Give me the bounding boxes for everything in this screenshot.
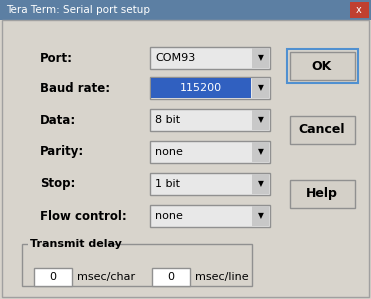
- FancyBboxPatch shape: [290, 180, 355, 208]
- Text: Transmit delay: Transmit delay: [30, 239, 122, 249]
- Text: 8 bit: 8 bit: [155, 115, 180, 125]
- Text: ▼: ▼: [258, 211, 264, 220]
- FancyBboxPatch shape: [150, 173, 270, 195]
- Text: 0: 0: [49, 272, 56, 282]
- FancyBboxPatch shape: [150, 47, 270, 69]
- FancyBboxPatch shape: [34, 268, 72, 286]
- Text: Parity:: Parity:: [40, 146, 84, 158]
- Text: Help: Help: [306, 187, 338, 201]
- Text: Tera Term: Serial port setup: Tera Term: Serial port setup: [6, 5, 150, 15]
- Text: ▼: ▼: [258, 147, 264, 156]
- Text: 1 bit: 1 bit: [155, 179, 180, 189]
- Text: Stop:: Stop:: [40, 178, 75, 190]
- Text: none: none: [155, 147, 183, 157]
- FancyBboxPatch shape: [252, 142, 269, 162]
- Text: Data:: Data:: [40, 114, 76, 126]
- Text: ▼: ▼: [258, 54, 264, 62]
- Text: msec/char: msec/char: [77, 272, 135, 282]
- FancyBboxPatch shape: [350, 2, 369, 18]
- Text: Cancel: Cancel: [299, 123, 345, 137]
- FancyBboxPatch shape: [150, 205, 270, 227]
- Text: OK: OK: [312, 60, 332, 72]
- FancyBboxPatch shape: [22, 244, 252, 286]
- FancyBboxPatch shape: [150, 77, 270, 99]
- FancyBboxPatch shape: [28, 239, 108, 249]
- FancyBboxPatch shape: [150, 109, 270, 131]
- Text: none: none: [155, 211, 183, 221]
- FancyBboxPatch shape: [0, 0, 371, 20]
- Text: msec/line: msec/line: [195, 272, 249, 282]
- Text: 115200: 115200: [180, 83, 222, 93]
- FancyBboxPatch shape: [252, 206, 269, 226]
- Text: ▼: ▼: [258, 115, 264, 124]
- FancyBboxPatch shape: [2, 20, 369, 297]
- FancyBboxPatch shape: [151, 78, 251, 98]
- FancyBboxPatch shape: [287, 49, 358, 83]
- Text: Flow control:: Flow control:: [40, 210, 127, 222]
- Text: ▼: ▼: [258, 83, 264, 92]
- FancyBboxPatch shape: [150, 141, 270, 163]
- Text: Port:: Port:: [40, 51, 73, 65]
- Text: COM93: COM93: [155, 53, 195, 63]
- FancyBboxPatch shape: [252, 48, 269, 68]
- Text: ▼: ▼: [258, 179, 264, 188]
- Text: 0: 0: [167, 272, 174, 282]
- FancyBboxPatch shape: [252, 78, 269, 98]
- FancyBboxPatch shape: [290, 52, 355, 80]
- FancyBboxPatch shape: [290, 116, 355, 144]
- FancyBboxPatch shape: [252, 110, 269, 130]
- Text: Baud rate:: Baud rate:: [40, 82, 110, 94]
- FancyBboxPatch shape: [252, 174, 269, 194]
- Text: x: x: [356, 5, 362, 15]
- FancyBboxPatch shape: [152, 268, 190, 286]
